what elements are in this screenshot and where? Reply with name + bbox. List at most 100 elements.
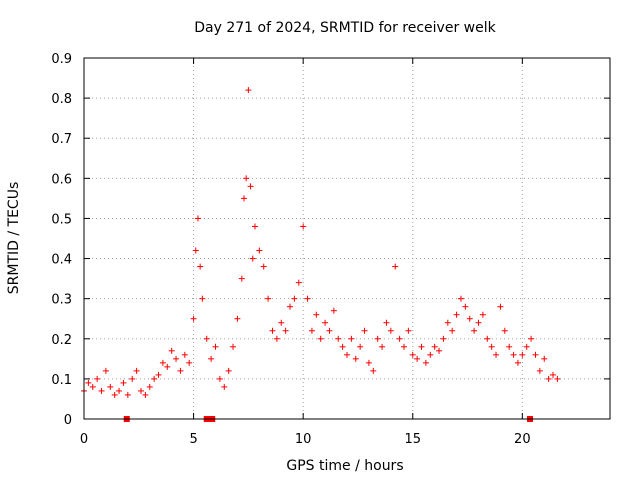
grid (84, 58, 610, 419)
data-point (208, 355, 215, 362)
y-tick-label: 0.9 (51, 52, 72, 67)
data-points (81, 87, 561, 398)
data-point (203, 335, 210, 342)
data-point (462, 303, 469, 310)
data-point (240, 195, 247, 202)
data-point (199, 295, 206, 302)
y-tick-label: 0.7 (51, 132, 72, 147)
data-point (256, 247, 263, 254)
data-point (291, 295, 298, 302)
data-point (317, 335, 324, 342)
data-point (190, 315, 197, 322)
y-tick-label: 0.5 (51, 212, 72, 227)
data-point (197, 263, 204, 270)
data-point (85, 379, 92, 386)
data-point (427, 351, 434, 358)
data-point (326, 327, 333, 334)
data-point (387, 327, 394, 334)
chart-title: Day 271 of 2024, SRMTID for receiver wel… (194, 20, 496, 36)
data-point (287, 303, 294, 310)
data-point (194, 215, 201, 222)
data-point (444, 319, 451, 326)
data-point (295, 279, 302, 286)
data-point (541, 355, 548, 362)
data-point (181, 351, 188, 358)
data-point (133, 367, 140, 374)
data-point (173, 355, 180, 362)
data-point (98, 387, 105, 394)
data-point (479, 311, 486, 318)
data-point (142, 391, 149, 398)
data-point (514, 359, 521, 366)
data-point (249, 255, 256, 262)
data-point (243, 175, 250, 182)
data-point (466, 315, 473, 322)
data-point (400, 343, 407, 350)
data-point (278, 319, 285, 326)
data-point (510, 351, 517, 358)
data-point (523, 343, 530, 350)
y-tick-label: 0.3 (51, 293, 72, 308)
data-point (488, 343, 495, 350)
data-point (247, 183, 254, 190)
x-axis-ticks: 0 5 10 15 20 (80, 58, 531, 447)
data-point (414, 355, 421, 362)
data-point (221, 383, 228, 390)
data-point (484, 335, 491, 342)
data-point (107, 383, 114, 390)
data-point (89, 383, 96, 390)
data-point (192, 247, 199, 254)
data-point (497, 303, 504, 310)
y-axis-label: SRMTID / TECUs (6, 182, 22, 295)
data-point (352, 355, 359, 362)
data-point (124, 391, 131, 398)
data-point (282, 327, 289, 334)
data-point (392, 263, 399, 270)
data-point (449, 327, 456, 334)
data-point (164, 363, 171, 370)
data-point (102, 367, 109, 374)
x-axis-label: GPS time / hours (286, 458, 403, 474)
data-point (129, 375, 136, 382)
data-point (168, 347, 175, 354)
data-point (273, 335, 280, 342)
data-point (238, 275, 245, 282)
data-point (506, 343, 513, 350)
data-point (225, 367, 232, 374)
data-point (335, 335, 342, 342)
data-point (550, 371, 557, 378)
data-point (234, 315, 241, 322)
data-point (365, 359, 372, 366)
data-point (554, 375, 561, 382)
data-point (536, 367, 543, 374)
y-tick-label: 0.2 (51, 333, 72, 348)
data-point (308, 327, 315, 334)
data-point (212, 343, 219, 350)
data-point (111, 391, 118, 398)
data-point (440, 335, 447, 342)
data-point (300, 223, 307, 230)
y-tick-label: 0.8 (51, 92, 72, 107)
data-point (528, 335, 535, 342)
data-point (116, 387, 123, 394)
data-point (409, 351, 416, 358)
x-tick-label: 15 (404, 432, 421, 447)
data-point (383, 319, 390, 326)
data-point (322, 319, 329, 326)
y-tick-label: 0.1 (51, 373, 72, 388)
data-point (545, 375, 552, 382)
data-point (379, 343, 386, 350)
data-point (159, 359, 166, 366)
y-tick-label: 0.4 (51, 253, 72, 268)
data-point (344, 351, 350, 358)
data-point (357, 343, 364, 350)
data-point (475, 319, 482, 326)
data-point (177, 367, 184, 374)
data-point (269, 327, 276, 334)
data-point (260, 263, 267, 270)
data-point (493, 351, 500, 358)
data-point (94, 375, 101, 382)
data-point (330, 307, 337, 314)
data-point (431, 343, 438, 350)
